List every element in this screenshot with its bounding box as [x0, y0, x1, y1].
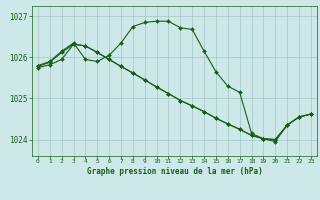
X-axis label: Graphe pression niveau de la mer (hPa): Graphe pression niveau de la mer (hPa) — [86, 167, 262, 176]
